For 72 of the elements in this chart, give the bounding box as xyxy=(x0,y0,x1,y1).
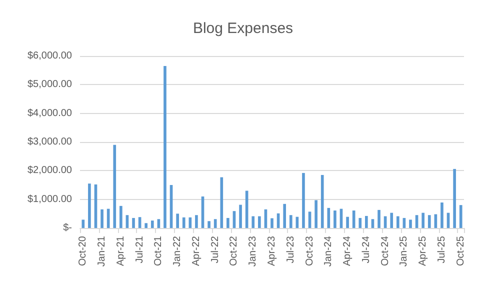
bar xyxy=(346,216,349,228)
bar xyxy=(176,214,179,228)
bar xyxy=(459,205,462,228)
bar xyxy=(396,216,400,228)
bar xyxy=(334,210,336,228)
x-tick-label: Jan-21 xyxy=(96,236,108,267)
bar xyxy=(113,144,116,228)
x-tick-label: Apr-22 xyxy=(190,236,202,266)
bar xyxy=(314,200,318,228)
x-tick-label: Jul-22 xyxy=(210,236,221,264)
bar xyxy=(390,212,394,228)
x-tick-label: Jan-23 xyxy=(248,236,259,267)
bar xyxy=(358,218,362,228)
bar xyxy=(320,174,324,228)
x-tick-label: Oct-25 xyxy=(455,236,466,266)
bar xyxy=(164,66,166,228)
x-tick-label: Jul-21 xyxy=(134,236,146,264)
bar xyxy=(132,218,135,228)
y-tick-label: $2,000.00 xyxy=(28,165,72,176)
x-tick-label: Apr-21 xyxy=(115,236,126,266)
x-tick-label: Jan-25 xyxy=(398,236,410,267)
bar xyxy=(453,168,456,228)
bar xyxy=(195,215,198,228)
y-tick-label: $5,000.00 xyxy=(28,79,72,90)
x-tick-label: Apr-25 xyxy=(418,236,429,266)
bar xyxy=(252,216,255,228)
y-tick-label: $1,000.00 xyxy=(28,194,72,205)
bar xyxy=(239,204,242,228)
bar xyxy=(440,202,444,228)
x-tick-label: Jan-24 xyxy=(323,236,334,267)
bar xyxy=(120,206,122,228)
x-tick-label: Oct-20 xyxy=(78,236,89,266)
bar xyxy=(352,210,356,228)
x-tick-label: Apr-23 xyxy=(266,236,278,266)
bar xyxy=(188,217,192,228)
chart-title: Blog Expenses xyxy=(192,20,294,37)
bar xyxy=(144,223,148,228)
bar xyxy=(82,220,85,228)
bar xyxy=(378,210,380,228)
bar xyxy=(289,215,292,228)
x-tick-label: Oct-22 xyxy=(228,236,240,266)
x-tick-label: Oct-23 xyxy=(304,236,316,266)
bar xyxy=(409,220,412,228)
x-tick-label: Oct-24 xyxy=(380,236,391,266)
bar xyxy=(434,214,438,228)
y-tick-label: $3,000.00 xyxy=(28,136,72,148)
x-tick-label: Jul-23 xyxy=(285,236,296,264)
bar xyxy=(150,220,154,228)
bar xyxy=(422,212,424,228)
bar xyxy=(258,216,261,228)
bar xyxy=(88,184,91,228)
bar xyxy=(365,216,368,228)
y-tick-label: $- xyxy=(63,222,72,234)
x-tick-label: Jul-25 xyxy=(436,236,448,264)
x-tick-label: Jan-22 xyxy=(172,236,184,267)
bar xyxy=(182,217,186,228)
bar xyxy=(214,219,217,228)
x-tick-label: Oct-21 xyxy=(153,236,164,266)
bar xyxy=(302,172,305,228)
bar xyxy=(208,221,210,228)
bar xyxy=(270,218,274,228)
x-tick-label: Jul-24 xyxy=(360,236,372,264)
bar xyxy=(226,218,230,228)
bar xyxy=(428,215,431,228)
bar xyxy=(327,208,330,228)
x-tick-label: Apr-24 xyxy=(342,236,354,266)
y-tick-label: $4,000.00 xyxy=(28,108,72,119)
bar xyxy=(283,204,286,228)
y-tick-label: $6,000.00 xyxy=(28,50,72,62)
bar xyxy=(220,177,224,228)
bar xyxy=(384,216,387,228)
bar xyxy=(100,209,104,228)
